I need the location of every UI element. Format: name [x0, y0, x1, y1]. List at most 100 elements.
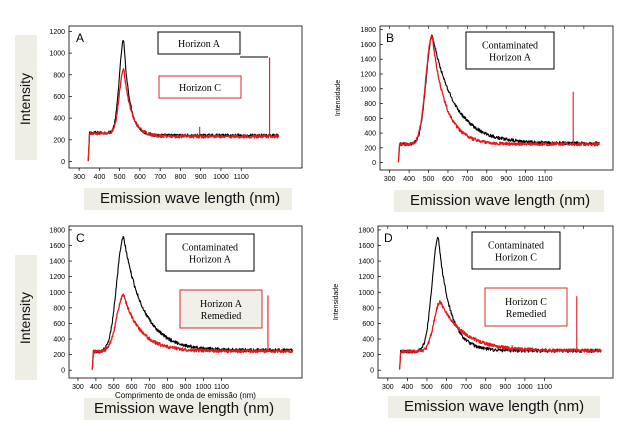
x-tick-label: 500	[108, 384, 120, 391]
series-line-red	[87, 68, 280, 162]
y-tick-label: 1000	[358, 290, 374, 297]
y-tick-label: 400	[53, 116, 65, 123]
x-tick-label: 900	[500, 176, 512, 183]
y-tick-label: 1200	[49, 29, 65, 36]
y-tick-label: 1800	[358, 227, 374, 234]
panel-letter-bg	[381, 230, 396, 245]
x-tick-label: 900	[195, 174, 207, 181]
y-tick-label: 200	[53, 137, 65, 144]
x-tick-label: 1000	[518, 176, 534, 183]
x-tick-label: 700	[144, 384, 156, 391]
panel-letter: A	[76, 31, 84, 45]
x-tick-label: 1000	[517, 384, 533, 391]
y-tick-label: 1800	[360, 27, 376, 34]
y-tick-label: 800	[53, 305, 65, 312]
series-line-red	[398, 300, 602, 370]
xlabel-d: Emission wave length (nm)	[404, 398, 585, 415]
y-axis-label: Intensidade	[333, 284, 340, 320]
panel-letter: C	[76, 231, 85, 245]
y-tick-label: 1400	[49, 259, 65, 266]
y-tick-label: 800	[53, 72, 65, 79]
legend-label: Horizon C	[505, 297, 547, 308]
legend-label: Remedied	[506, 309, 547, 320]
x-tick-label: 800	[480, 384, 492, 391]
xlabel-band-a	[84, 188, 292, 210]
x-tick-label: 800	[481, 176, 493, 183]
x-tick-label: 300	[382, 384, 394, 391]
y-tick-label: 1800	[49, 227, 65, 234]
panel-letter-bg	[383, 30, 398, 45]
y-tick-label: 600	[53, 321, 65, 328]
chart-panel-d: 0 200 400 600 800 1000 1200 1400 1600 1800 300 400 5…	[333, 225, 614, 391]
x-tick-label: 900	[499, 384, 511, 391]
chart-panel-a: 0 200 400 600 800 1000 1200 300 400 500 600 700 800 9…	[49, 25, 303, 181]
x-tick-label: 800	[175, 174, 187, 181]
y-tick-label: 0	[61, 159, 65, 166]
legend-label: Horizon A	[489, 53, 532, 64]
legend-label: Remedied	[201, 311, 242, 322]
series-line-black	[398, 236, 602, 370]
xlabel-band-c	[84, 398, 290, 420]
y-tick-label: 600	[362, 321, 374, 328]
y-axis-label: Intensidade	[335, 80, 342, 116]
legend-box	[465, 31, 555, 70]
xlabel-b: Emission wave length (nm)	[410, 192, 591, 209]
panel-letter: B	[386, 31, 394, 45]
x-tick-label: 600	[126, 384, 138, 391]
x-tick-label: 1000	[213, 174, 229, 181]
legend-label: Horizon A	[178, 39, 221, 50]
y-tick-label: 0	[372, 160, 376, 167]
x-tick-label: 900	[180, 384, 192, 391]
ylabel-band-top	[15, 35, 37, 160]
x-tick-label: 700	[460, 384, 472, 391]
y-tick-label: 1000	[360, 86, 376, 93]
y-tick-label: 1200	[360, 72, 376, 79]
x-tick-label: 300	[72, 384, 84, 391]
x-tick-label: 1100	[214, 384, 229, 391]
legend-label: Horizon A	[189, 255, 232, 266]
y-tick-label: 800	[364, 101, 376, 108]
x-tick-label: 1000	[196, 384, 212, 391]
xlabel-band-d	[388, 396, 600, 418]
panel-letter-bg	[73, 30, 88, 45]
x-tick-label: 1100	[234, 174, 249, 181]
xlabel-band-b	[394, 190, 604, 212]
y-tick-label: 800	[362, 305, 374, 312]
series-line-red	[91, 293, 294, 370]
x-tick-label: 400	[94, 174, 106, 181]
x-tick-label: 600	[441, 384, 453, 391]
x-tick-label: 700	[154, 174, 166, 181]
legend-label: Contaminated	[182, 243, 238, 254]
legend-label: Horizon C	[179, 83, 221, 94]
legend-label: Contaminated	[488, 241, 544, 252]
x-tick-label: 500	[114, 174, 126, 181]
panel-letter: D	[384, 231, 393, 245]
legend-box	[179, 289, 263, 329]
legend-label: Contaminated	[482, 41, 538, 52]
legend-box	[484, 287, 568, 327]
y-tick-label: 400	[362, 337, 374, 344]
x-tick-label: 500	[423, 176, 435, 183]
x-tick-label: 300	[384, 176, 396, 183]
y-tick-label: 600	[53, 94, 65, 101]
x-tick-label: 400	[402, 384, 414, 391]
legend-box	[165, 233, 255, 272]
x-axis-underlay-label: Comprimento de onda de emissão (nm)	[115, 391, 256, 400]
chart-panel-c: 0 200 400 600 800 1000 1200 1400 1600 1800 300 400 5…	[49, 225, 303, 400]
y-tick-label: 0	[61, 368, 65, 375]
series-line-black	[87, 39, 280, 162]
legend-label: Horizon C	[495, 253, 537, 264]
x-tick-label: 300	[73, 174, 85, 181]
plot-frame	[377, 225, 614, 379]
x-tick-label: 400	[90, 384, 102, 391]
y-tick-label: 600	[364, 116, 376, 123]
plot-frame	[379, 25, 614, 171]
x-tick-label: 1100	[538, 176, 553, 183]
x-tick-label: 700	[462, 176, 474, 183]
legend-box	[471, 231, 561, 270]
legend-label: Horizon A	[200, 299, 243, 310]
plot-frame	[68, 25, 303, 169]
legend-box	[158, 75, 242, 99]
panel-letter-bg	[73, 230, 88, 245]
y-tick-label: 1400	[358, 259, 374, 266]
